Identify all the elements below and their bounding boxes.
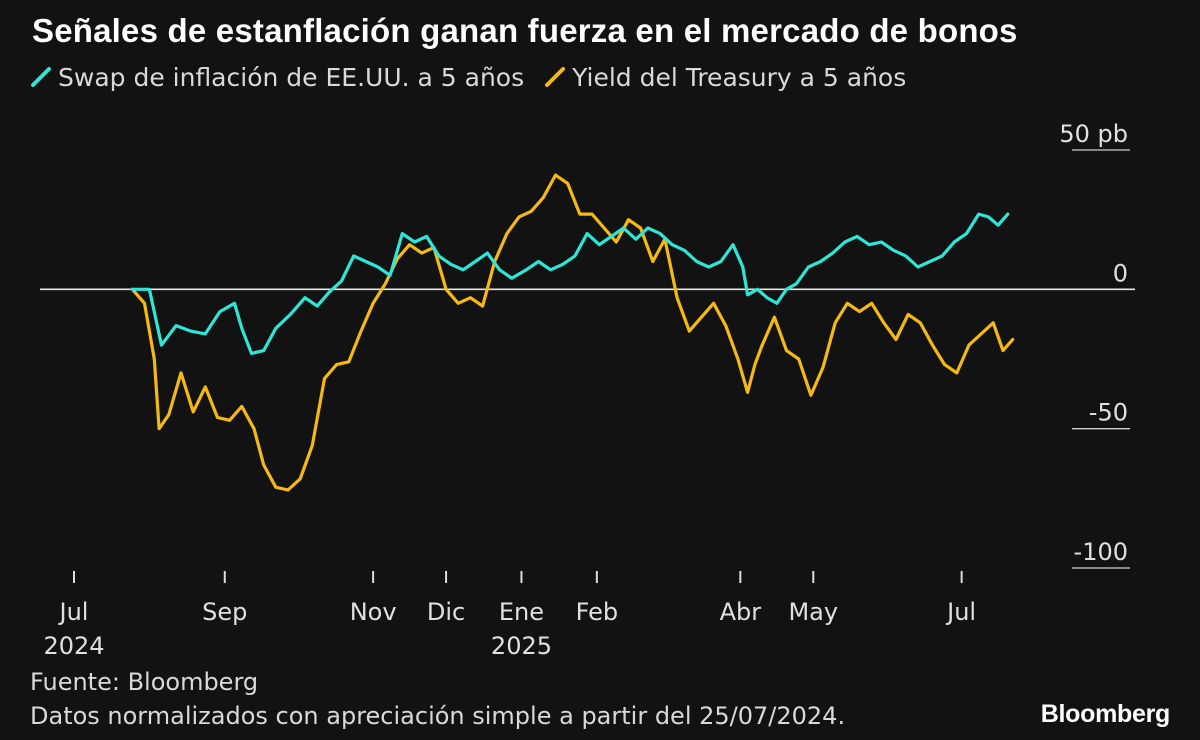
line-series-icon [31,67,51,87]
legend-item-swap: Swap de inflación de EE.UU. a 5 años [30,63,524,92]
x-tick-label: Nov [350,598,397,626]
y-tick-label: 0 [1113,259,1128,287]
legend-label-swap: Swap de inflación de EE.UU. a 5 años [58,62,525,92]
x-tick-sublabel: 2024 [43,632,104,660]
methodology-note: Datos normalizados con apreciación simpl… [30,702,846,730]
y-tick-label: -50 [1089,399,1128,427]
series-line-swap [130,212,1010,355]
x-tick-sublabel: 2025 [491,632,552,660]
x-tick-label: Ene [499,598,544,626]
x-tick-label: Sep [202,598,247,626]
x-tick-label: Feb [576,598,619,626]
x-tick-label: Dic [427,598,465,626]
x-tick-label: Abr [720,598,762,626]
series-line-treasury [130,173,1015,492]
chart-title: Señales de estanflación ganan fuerza en … [32,12,1018,49]
legend-label-treasury: Yield del Treasury a 5 años [572,62,907,92]
x-tick-label: May [788,598,838,626]
y-tick-label: -100 [1074,538,1128,566]
legend: Swap de inflación de EE.UU. a 5 años Yie… [30,60,926,94]
x-tick-label: Jul [58,598,89,626]
y-tick-label: 50 pb [1059,120,1128,148]
x-tick-label: Jul [945,598,976,626]
bloomberg-logo: Bloomberg [1040,700,1171,728]
source-note: Fuente: Bloomberg [30,668,259,696]
line-series-icon [545,67,566,87]
legend-item-treasury: Yield del Treasury a 5 años [544,63,906,92]
